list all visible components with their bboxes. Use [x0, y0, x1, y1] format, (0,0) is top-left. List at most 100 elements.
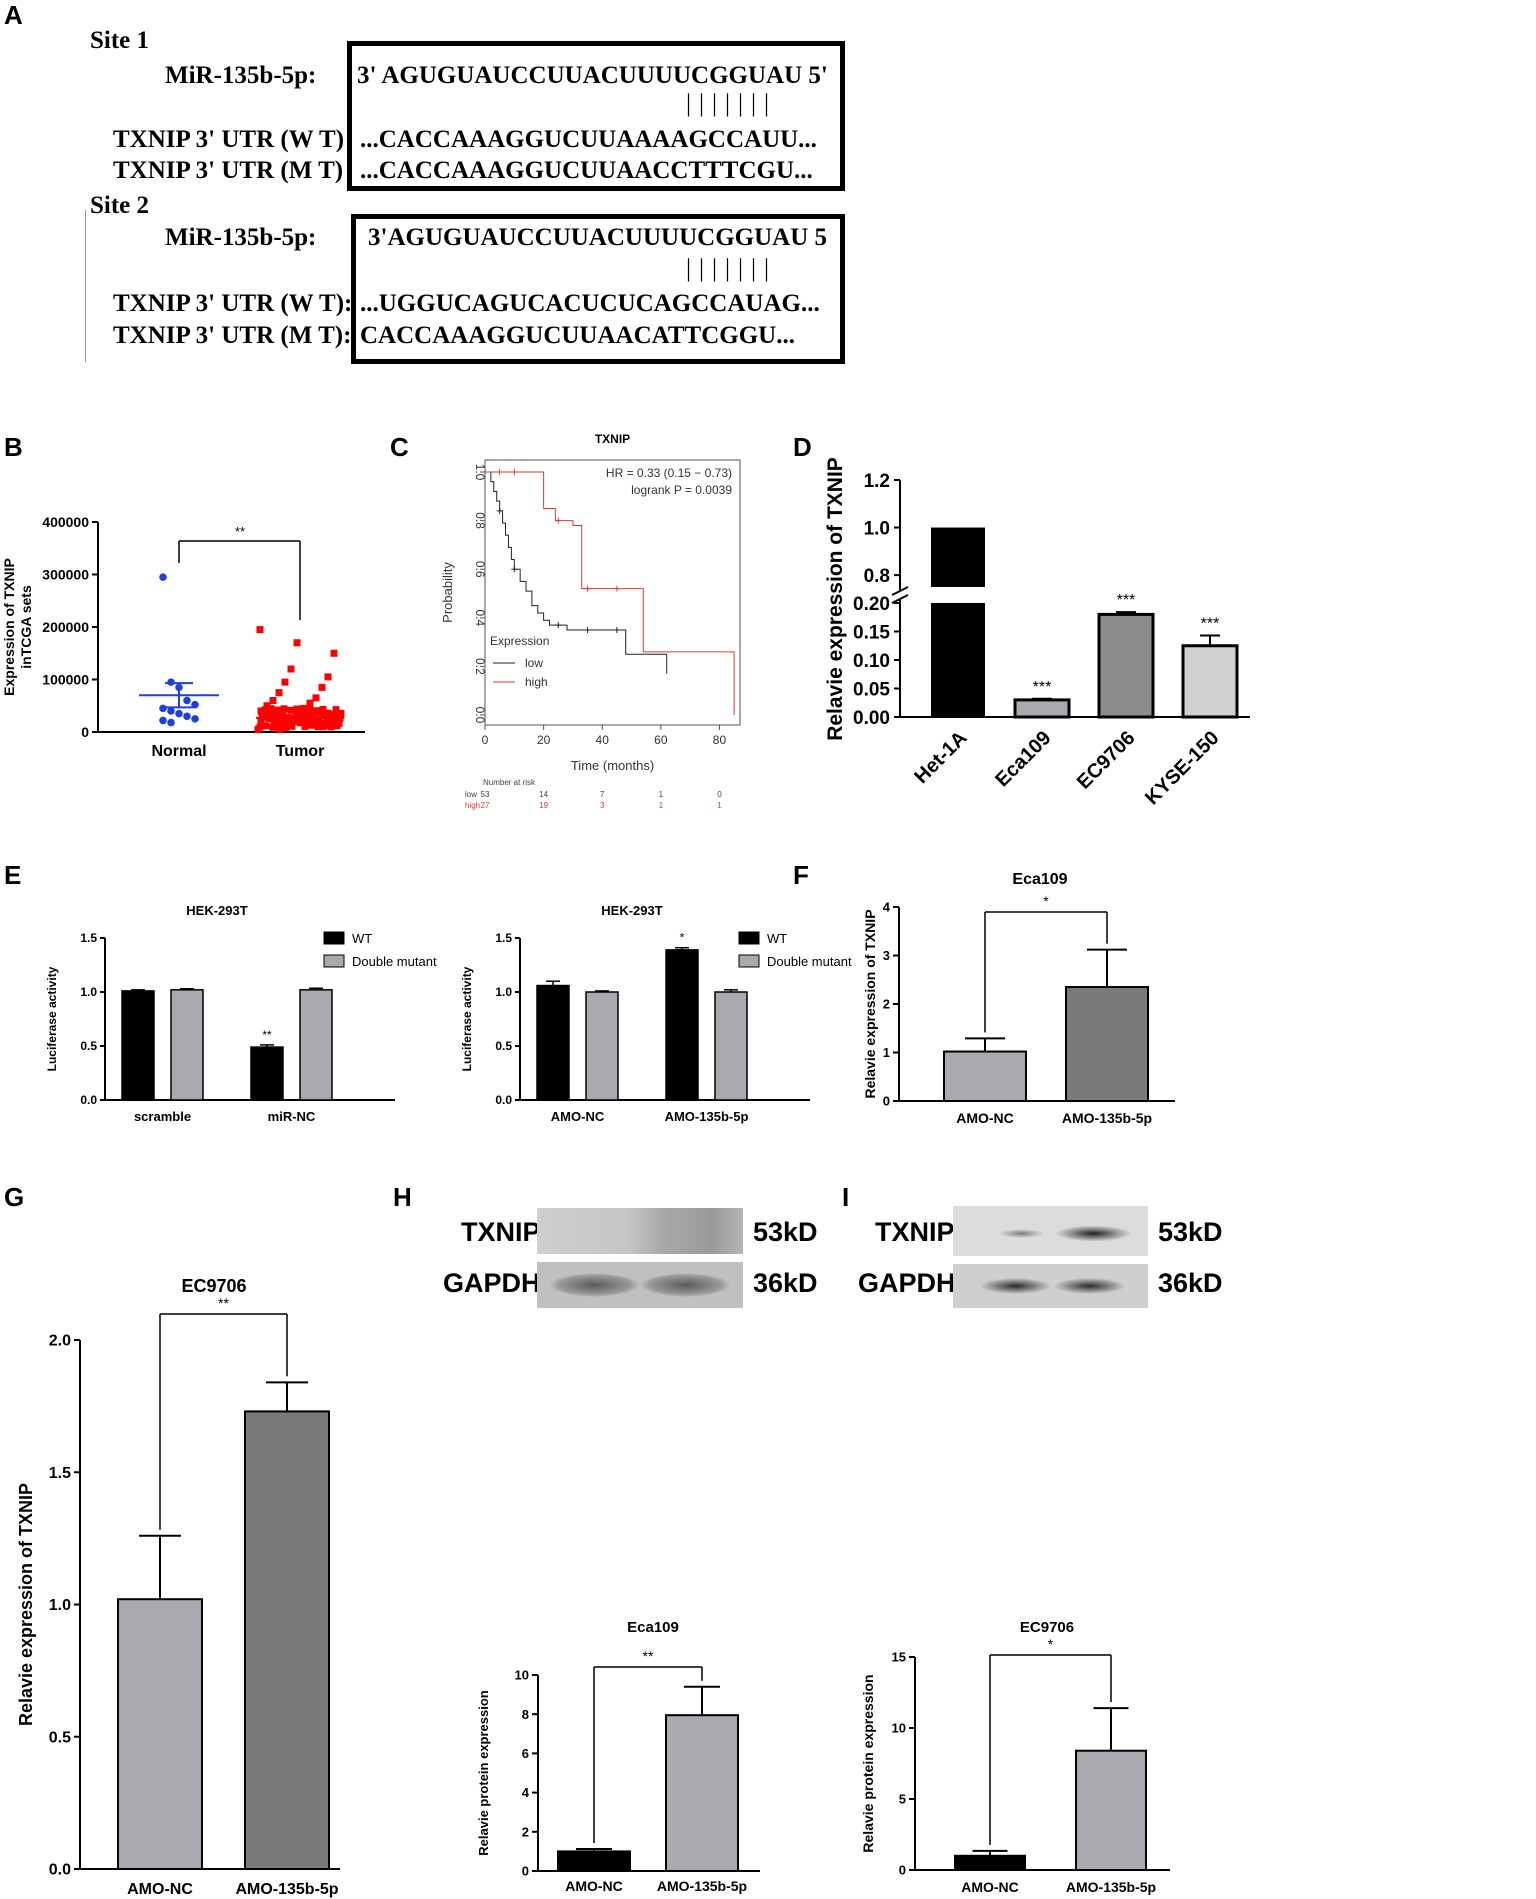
data-point-tumor-dense [313, 707, 321, 715]
category-label: Eca109 [991, 727, 1055, 791]
chart-title: Eca109 [627, 1619, 679, 1636]
significance-mark: ** [235, 524, 245, 539]
y-tick-label: 2 [883, 997, 890, 1012]
y-tick-label: 1.5 [80, 931, 97, 945]
legend-label-1: Double mutant [352, 954, 437, 969]
y-axis-label: Luciferase activity [45, 966, 59, 1071]
data-point-tumor-dense [296, 719, 304, 727]
chart-title: EC9706 [1020, 1619, 1074, 1636]
y-tick-label: 1 [883, 1045, 890, 1060]
category-label: Normal [151, 743, 206, 760]
data-point-tumor [312, 694, 320, 702]
censor-mark [511, 469, 518, 475]
y-tick-label: 0.8 [864, 566, 890, 587]
data-point-tumor-dense [322, 719, 330, 727]
data-point-tumor-dense [256, 723, 264, 731]
data-point-tumor-dense [282, 724, 290, 732]
bar-Het-1A-upper [931, 527, 985, 587]
data-point-tumor-dense [279, 710, 287, 718]
y-tick-label: 8 [522, 1707, 529, 1722]
category-label: AMO-NC [956, 1110, 1014, 1126]
category-label: Tumor [276, 743, 325, 760]
data-point-tumor [330, 649, 338, 657]
data-point-normal [191, 700, 199, 709]
bar-Double mutant-AMO-NC [585, 991, 619, 1101]
site2-wt-label: TXNIP 3' UTR (W T): [113, 290, 353, 317]
data-point-tumor-dense [267, 705, 275, 713]
data-point-tumor-dense [292, 710, 300, 718]
risk-value: 27 [481, 801, 490, 810]
data-point-tumor [269, 697, 277, 704]
significance-mark: ** [643, 1648, 654, 1664]
y-axis-label: Probability [440, 562, 455, 623]
y-tick-label: 2 [522, 1824, 529, 1839]
logrank-annotation: logrank P = 0.0039 [631, 483, 732, 497]
legend-label-0: WT [352, 931, 372, 946]
panel-label-e: E [4, 860, 22, 890]
censor-mark [613, 585, 620, 592]
category-label: miR-NC [268, 1109, 316, 1124]
bar-WT-AMO-135b-5p [665, 949, 699, 1101]
chart-f: 0 1 2 3 4 Relavie expression of TXNIP Eca109 AM… [862, 871, 1175, 1126]
data-point-tumor-dense [315, 718, 323, 726]
y-tick-label: 0.6 [473, 561, 487, 578]
data-point-tumor-dense [332, 706, 340, 714]
risk-value: 7 [600, 790, 605, 799]
bar-Double mutant-scramble [170, 989, 204, 1101]
risk-value: 0 [717, 790, 722, 799]
h-gapdh-band [537, 1262, 743, 1308]
chart-title: TXNIP [595, 432, 630, 446]
panel-label-d: D [793, 432, 812, 462]
risk-value: 14 [539, 790, 548, 799]
data-point-tumor [281, 678, 289, 686]
data-point-tumor-dense [309, 719, 317, 727]
legend-label-low: low [525, 656, 543, 670]
h-txnip-band [537, 1208, 743, 1254]
y-axis-label-line1: Expression of TXNIP [1, 558, 17, 696]
category-label: EC9706 [1073, 727, 1140, 794]
censor-mark [555, 622, 562, 629]
data-point-tumor-dense [335, 719, 343, 727]
data-point-tumor [306, 699, 314, 707]
category-label: AMO-NC [127, 1881, 193, 1898]
data-point-tumor-dense [270, 718, 278, 726]
bar-AMO-NC [943, 1050, 1027, 1102]
data-point-tumor [287, 665, 295, 673]
y-tick-label: 0.5 [495, 1039, 512, 1053]
data-point-normal [159, 573, 167, 581]
bar-WT-AMO-NC [536, 984, 570, 1101]
legend-swatch-0 [738, 931, 760, 945]
y-tick-label: 1.0 [80, 985, 97, 999]
risk-value: 1 [659, 790, 664, 799]
panel-label-g: G [4, 1182, 25, 1212]
i-txnip-label: TXNIP [875, 1217, 955, 1247]
legend-title: Expression [490, 634, 549, 648]
data-point-tumor-dense [331, 711, 339, 719]
site1-box [347, 41, 845, 191]
site1-pairs: ||||||| [686, 90, 778, 117]
y-tick-label: 0.4 [473, 609, 487, 626]
y-tick-label: 6 [522, 1746, 529, 1761]
risk-value: 19 [539, 801, 548, 810]
censor-mark [613, 626, 620, 633]
y-tick-label: 0.00 [853, 708, 890, 729]
y-tick-label: 0 [81, 724, 89, 740]
data-point-tumor [324, 673, 332, 681]
legend-label-high: high [525, 675, 548, 689]
bar-AMO-135b-5p [1065, 986, 1149, 1102]
category-label: AMO-NC [551, 1109, 605, 1124]
hr-annotation: HR = 0.33 (0.15 − 0.73) [606, 466, 732, 480]
data-point-tumor-dense [262, 722, 270, 730]
data-point-normal [191, 715, 199, 723]
x-axis-label: Time (months) [571, 758, 654, 773]
category-label: scramble [134, 1109, 191, 1124]
data-point-normal [167, 707, 175, 715]
y-tick-label: 0.0 [495, 1093, 512, 1107]
x-tick-label: 80 [713, 733, 727, 747]
y-axis-label: Relavie expression of TXNIP [862, 909, 878, 1098]
chart-d: 0.8 1.0 1.2 0.00 0.05 0.10 0.15 0.20 Relavie exp… [824, 457, 1250, 809]
bar-Het-1A-lower [931, 603, 985, 717]
risk-group-high: high [465, 801, 480, 810]
x-tick-label: 40 [596, 733, 610, 747]
bar-AMO-135b-5p [665, 1714, 739, 1873]
